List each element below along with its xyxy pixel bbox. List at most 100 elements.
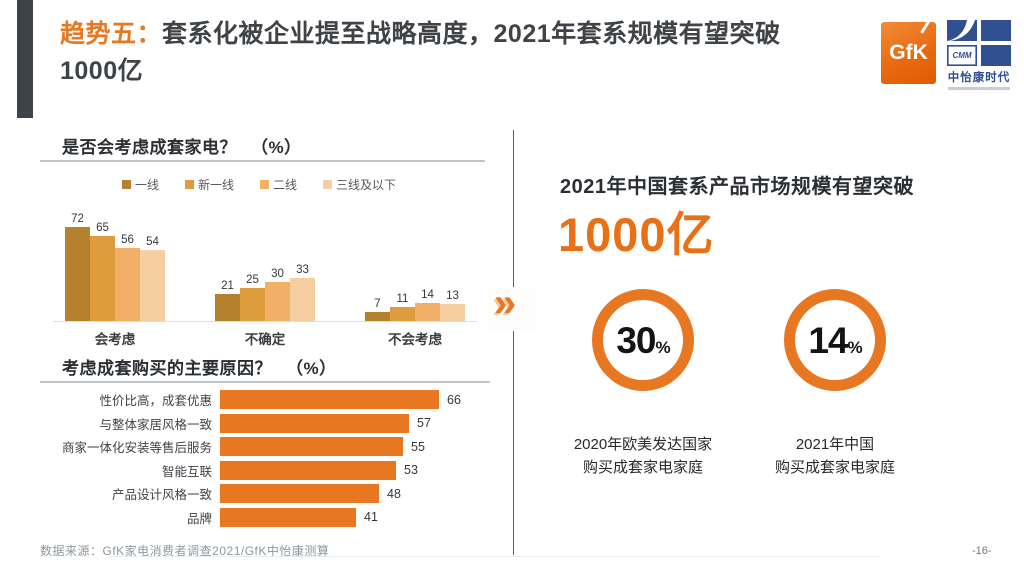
bar-rect [365, 312, 390, 321]
bar: 7 [365, 298, 390, 321]
hbar-row: 商家一体化安装等售后服务 55 [40, 435, 510, 459]
bar: 72 [65, 213, 90, 321]
hbar-label: 商家一体化安装等售后服务 [61, 441, 212, 456]
stat-china: 14% 2021年中国 购买成套家电家庭 [735, 289, 935, 480]
legend-item: 一线 [122, 176, 159, 193]
bar: 11 [390, 293, 415, 321]
grouped-bar-chart: 72 65 56 54 21 25 30 33 7 11 14 13 会考虑 不确定 不会考虑 [53, 207, 477, 348]
gfk-logo: GfK [881, 22, 936, 84]
category-label: 不会考虑 [388, 332, 442, 347]
legend-swatch [185, 180, 195, 189]
section-divider [513, 130, 514, 555]
category-label: 不确定 [244, 332, 286, 347]
legend-swatch [323, 180, 333, 189]
hbar-label: 产品设计风格一致 [111, 488, 212, 503]
category-label: 会考虑 [94, 332, 136, 347]
stat-value: 14% [808, 319, 862, 361]
hbar-row: 品牌 41 [40, 506, 510, 530]
hbar-value: 55 [411, 439, 425, 454]
page-number: -16- [972, 545, 992, 557]
bar-value: 56 [121, 234, 134, 246]
bar-rect [140, 250, 165, 321]
horizontal-bar-chart: 性价比高，成套优惠 66 与整体家居风格一致 57 商家一体化安装等售后服务 55 智能互联… [40, 388, 510, 529]
bar-value: 33 [296, 264, 309, 276]
stat-label: 2021年中国 购买成套家电家庭 [735, 433, 935, 480]
bar-rect [240, 288, 265, 321]
hbar-rect [220, 460, 396, 480]
slide-title: 趋势五：套系化被企业提至战略高度，2021年套系规模有望突破 1000亿 [60, 16, 860, 90]
cmm-logo-subline [948, 87, 1010, 90]
bar-value: 11 [396, 293, 409, 305]
hbar-rect [220, 390, 439, 410]
chevron-backdrop [488, 287, 536, 331]
hbar-label: 智能互联 [161, 464, 212, 479]
chart1-title: 是否会考虑成套家电？ （%） [62, 133, 302, 158]
slide-title-rest: 套系化被企业提至战略高度，2021年套系规模有望突破 [162, 20, 781, 48]
bar: 65 [90, 222, 115, 321]
market-headline: 2021年中国套系产品市场规模有望突破 [560, 176, 914, 198]
legend-swatch [260, 180, 270, 189]
bar-rect [215, 294, 240, 321]
stat-label-line2: 购买成套家电家庭 [582, 459, 703, 477]
hbar-value: 41 [364, 510, 378, 525]
legend-swatch [122, 180, 131, 189]
bar-rect [390, 307, 415, 321]
bar-rect [415, 303, 440, 321]
hbar-value: 57 [417, 416, 431, 431]
hbar-rect [220, 413, 409, 433]
hbar-rect [220, 437, 403, 457]
hbar-label: 性价比高，成套优惠 [99, 394, 212, 409]
grouped-bar-categories: 会考虑 不确定 不会考虑 [53, 328, 477, 348]
chart2-unit: （%） [286, 359, 337, 378]
bar-rect [265, 282, 290, 321]
hbar-row: 产品设计风格一致 48 [40, 482, 510, 506]
bar-value: 72 [71, 213, 84, 225]
chart1-title-rule [40, 160, 485, 162]
chart1-legend: 一线 新一线 二线 三线及以下 [122, 176, 396, 193]
stat-circle: 14% [784, 289, 886, 391]
bar-group: 72 65 56 54 [65, 213, 165, 321]
gfk-logo-notch [920, 22, 931, 34]
legend-label: 二线 [273, 178, 298, 192]
gfk-logo-text: GfK [889, 41, 928, 64]
cmm-logo-name: 中怡康时代 [947, 72, 1011, 84]
bar-group: 21 25 30 33 [215, 264, 315, 321]
hbar-value: 53 [404, 463, 418, 478]
bar-rect [115, 248, 140, 321]
bar: 54 [140, 236, 165, 321]
chart1-unit: （%） [251, 138, 302, 157]
bar: 13 [440, 290, 465, 321]
grouped-bar-plot: 72 65 56 54 21 25 30 33 7 11 14 13 [53, 207, 477, 322]
chart2-title: 考虑成套购买的主要原因？ （%） [62, 354, 337, 379]
percent-sign: % [655, 337, 671, 357]
legend-label: 三线及以下 [336, 178, 397, 192]
hbar-label: 与整体家居风格一致 [99, 417, 212, 432]
bar-group: 7 11 14 13 [365, 289, 465, 321]
hbar-value: 66 [447, 392, 461, 407]
stat-number: 14 [808, 319, 848, 361]
bar-value: 54 [146, 236, 159, 248]
hbar-row: 与整体家居风格一致 57 [40, 412, 510, 436]
chart2-title-text: 考虑成套购买的主要原因？ [62, 359, 272, 378]
bar: 21 [215, 280, 240, 321]
hbar-row: 智能互联 53 [40, 459, 510, 483]
stat-label-line1: 2020年欧美发达国家 [573, 436, 713, 453]
bar-rect [440, 304, 465, 321]
data-source: 数据来源：GfK家电消费者调查2021/GfK中怡康测算 [40, 544, 330, 558]
bar-value: 13 [446, 290, 459, 302]
double-chevron-icon: » [494, 281, 517, 325]
bar-value: 7 [374, 298, 381, 310]
chart1-title-text: 是否会考虑成套家电？ [62, 138, 237, 157]
hbar-value: 48 [387, 486, 401, 501]
hbar-rect [220, 484, 379, 504]
bar: 25 [240, 274, 265, 321]
legend-label: 新一线 [198, 178, 235, 192]
cmm-logo: CMM 中怡康时代 [946, 20, 1012, 90]
slide-title-prefix: 趋势五： [60, 20, 163, 48]
legend-label: 一线 [135, 178, 160, 192]
legend-item: 三线及以下 [323, 176, 396, 193]
bottom-rule [110, 556, 880, 557]
stat-number: 30 [616, 319, 656, 361]
header-accent-bar [17, 0, 33, 118]
bar: 56 [115, 234, 140, 321]
